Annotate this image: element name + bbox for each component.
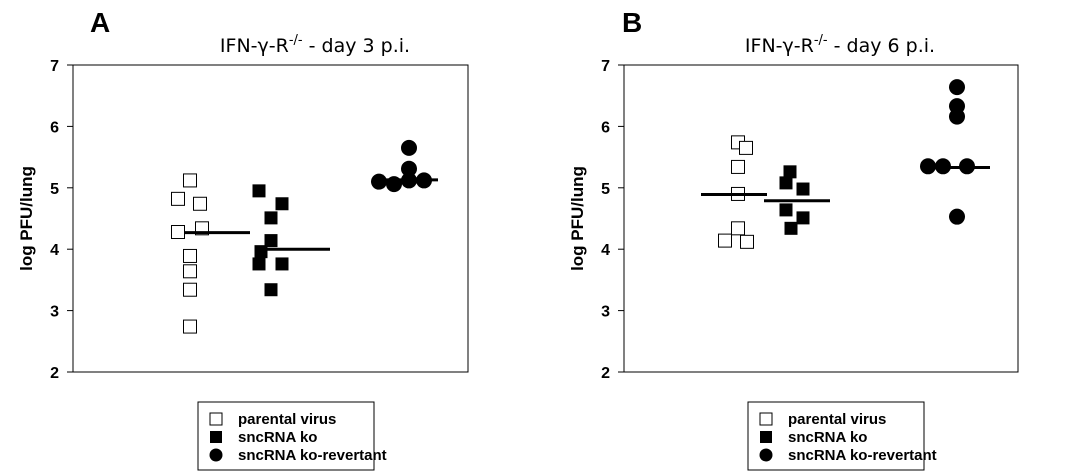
data-point-open-square: [718, 233, 732, 248]
panel-letter: A: [90, 7, 110, 38]
panel-b: B IFN-γ-R-/- - day 6 p.i. 2 3 4 5 6 7 log PFU/lu…: [568, 7, 1019, 471]
y-tick-label: 4: [601, 242, 610, 259]
data-point-open-square: [183, 319, 197, 334]
y-tick-label: 5: [601, 181, 610, 198]
data-point-filled-square: [796, 182, 810, 196]
legend-label: sncRNA ko-revertant: [238, 447, 387, 464]
y-tick-label: 7: [50, 58, 59, 75]
data-point-filled-square: [264, 234, 278, 248]
chart-title: IFN-γ-R-/- - day 6 p.i.: [745, 33, 935, 57]
legend-label: sncRNA ko: [788, 429, 867, 446]
data-point-open-square: [171, 191, 185, 206]
y-tick-label: 4: [50, 242, 59, 259]
legend-label: parental virus: [788, 411, 886, 428]
y-tick-label: 3: [601, 304, 610, 321]
y-tick-label: 2: [601, 365, 610, 382]
data-point-circle: [949, 79, 965, 96]
data-point-filled-square: [275, 197, 289, 211]
data-point-circle: [949, 108, 965, 125]
data-point-circle: [371, 173, 387, 190]
legend-label: sncRNA ko: [238, 429, 317, 446]
plot-frame: [72, 64, 469, 373]
data-point-circle: [401, 139, 417, 156]
data-point-filled-square: [783, 165, 797, 179]
data-point-filled-square: [275, 257, 289, 271]
data-point-open-square: [183, 282, 197, 297]
legend-box: [747, 401, 925, 471]
data-point-open-square: [183, 248, 197, 263]
legend-marker-circle: [209, 448, 223, 462]
legend-marker-open-square: [759, 412, 773, 426]
y-tick-label: 6: [50, 119, 59, 136]
data-point-circle: [401, 160, 417, 177]
legend-marker-open-square: [209, 412, 223, 426]
data-point-filled-square: [779, 203, 793, 217]
data-point-filled-square: [254, 245, 268, 259]
y-tick-label: 5: [50, 181, 59, 198]
data-point-open-square: [183, 264, 197, 279]
data-point-filled-square: [779, 176, 793, 190]
legend-box: [197, 401, 375, 471]
data-point-open-square: [183, 173, 197, 188]
data-point-open-square: [740, 234, 754, 249]
legend-label: sncRNA ko-revertant: [788, 447, 937, 464]
data-point-filled-square: [252, 184, 266, 198]
legend-marker-filled-square: [760, 431, 772, 443]
y-tick-label: 3: [50, 304, 59, 321]
data-point-filled-square: [264, 211, 278, 225]
y-tick-label: 7: [601, 58, 610, 75]
panel-letter: B: [622, 7, 642, 38]
data-point-open-square: [739, 140, 753, 155]
chart-title: IFN-γ-R-/- - day 3 p.i.: [220, 33, 410, 57]
data-point-circle: [949, 208, 965, 225]
legend-label: parental virus: [238, 411, 336, 428]
y-axis-label: log PFU/lung: [568, 166, 587, 271]
panel-a: A IFN-γ-R-/- - day 3 p.i. 2 3 4 5 6 7 log PFU/lu…: [17, 7, 469, 471]
data-point-filled-square: [796, 211, 810, 225]
data-point-filled-square: [264, 283, 278, 297]
data-point-filled-square: [784, 221, 798, 235]
data-point-open-square: [731, 159, 745, 174]
y-tick-label: 6: [601, 119, 610, 136]
data-point-open-square: [731, 221, 745, 236]
data-point-open-square: [193, 196, 207, 211]
plot-frame: [623, 64, 1019, 373]
y-axis-label: log PFU/lung: [17, 166, 36, 271]
legend-marker-filled-square: [210, 431, 222, 443]
data-point-open-square: [171, 225, 185, 240]
legend-marker-circle: [759, 448, 773, 462]
data-point-filled-square: [252, 257, 266, 271]
y-tick-label: 2: [50, 365, 59, 382]
